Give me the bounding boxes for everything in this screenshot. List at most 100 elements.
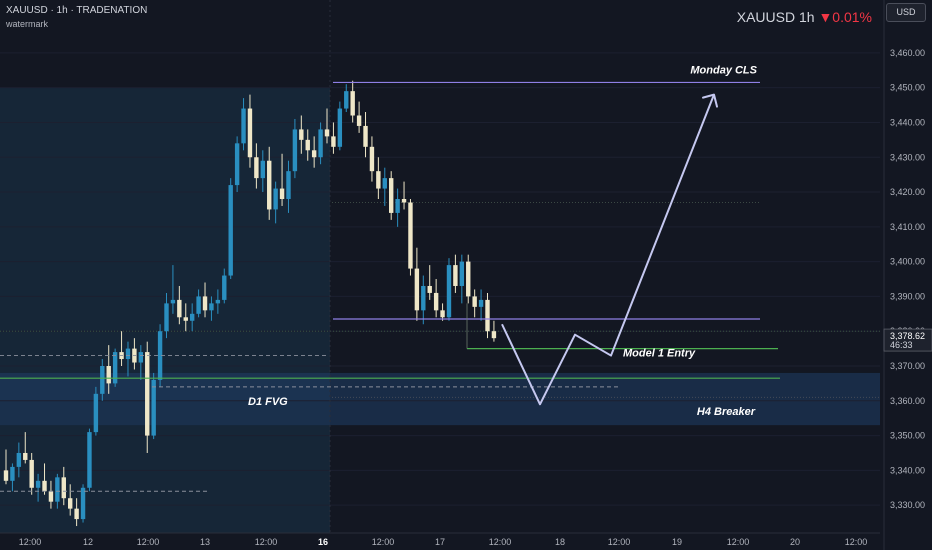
price-tick-label: 3,460.00 (890, 48, 925, 58)
candle-body (247, 108, 253, 158)
symbol-title: XAUUSD · 1h · TRADENATION (6, 5, 148, 16)
candle-body (151, 379, 156, 436)
candle-body (344, 91, 349, 109)
candle-body (215, 299, 221, 304)
candle-body (459, 261, 465, 286)
candle-body (260, 160, 265, 179)
candle-body (311, 150, 317, 158)
candle-body (395, 199, 400, 213)
candle-body (324, 129, 330, 137)
time-tick-label: 12:00 (137, 537, 160, 547)
candle-body (356, 115, 362, 126)
candle-body (61, 477, 66, 499)
candle-body (35, 480, 41, 488)
price-tick-label: 3,410.00 (890, 222, 925, 232)
price-tick-label: 3,440.00 (890, 117, 925, 127)
price-tick-label: 3,430.00 (890, 152, 925, 162)
price-change: ▼0.01% (818, 9, 872, 25)
candle-body (177, 299, 182, 318)
monday-cls-label: Monday CLS (690, 64, 757, 76)
candle-body (100, 366, 105, 394)
candle-body (23, 452, 28, 460)
candle-body (254, 157, 259, 179)
candle-body (279, 188, 285, 199)
price-tick-label: 3,450.00 (890, 83, 925, 93)
time-tick-label: 18 (555, 537, 565, 547)
candle-body (93, 393, 99, 433)
candle-body (3, 470, 9, 481)
candle-body (408, 202, 413, 269)
candle-body (472, 296, 477, 307)
current-price: 3,378.62 (890, 331, 925, 341)
candle-body (48, 491, 54, 502)
price-axis-panel (884, 0, 932, 550)
candle-body (29, 459, 34, 488)
candle-body (10, 466, 15, 481)
price-tick-label: 3,400.00 (890, 257, 925, 267)
d1-fvg-label: D1 FVG (248, 396, 288, 408)
candle-body (440, 310, 445, 318)
candle-body (401, 199, 407, 203)
candle-body (331, 136, 336, 147)
candle-body (318, 129, 323, 158)
ticker-name: XAUUSD 1h (736, 9, 815, 25)
bar-countdown: 46:33 (890, 340, 913, 350)
time-tick-label: 13 (200, 537, 210, 547)
time-tick-label: 12:00 (608, 537, 631, 547)
candle-body (234, 143, 240, 186)
candle-body (125, 348, 131, 360)
candle-body (491, 331, 497, 339)
candle-body (433, 292, 439, 311)
time-tick-label: 20 (790, 537, 800, 547)
time-tick-label: 12 (83, 537, 93, 547)
candle-body (55, 477, 60, 502)
watermark-label: watermark (6, 19, 49, 29)
price-tick-label: 3,330.00 (890, 500, 925, 510)
projection-path (501, 94, 715, 406)
candle-body (273, 188, 278, 210)
price-tick-label: 3,340.00 (890, 465, 925, 475)
candle-body (16, 452, 22, 467)
price-tick-label: 3,350.00 (890, 431, 925, 441)
candle-body (222, 275, 227, 300)
candle-body (305, 139, 310, 151)
candle-body (446, 265, 452, 318)
candle-body (369, 146, 375, 172)
candle-body (106, 366, 111, 384)
candle-body (74, 508, 79, 520)
candle-body (42, 480, 47, 492)
candle-body (241, 108, 246, 144)
candle-body (87, 432, 92, 488)
current-price-tag (883, 328, 932, 352)
candle-body (485, 299, 490, 332)
time-tick-label: 12:00 (372, 537, 395, 547)
currency-button[interactable]: USD (886, 3, 926, 22)
candle-body (164, 303, 169, 332)
candle-body (363, 125, 368, 147)
projection-arrow-head (702, 93, 718, 108)
candle-body (145, 352, 150, 436)
price-tick-label: 3,390.00 (890, 291, 925, 301)
candle-body (478, 299, 484, 307)
candle-body (183, 317, 188, 321)
candle-body (196, 296, 201, 314)
candle-body (228, 185, 233, 276)
candle-body (112, 352, 118, 384)
candle-body (453, 265, 458, 286)
candle-body (389, 178, 394, 213)
time-tick-label: 12:00 (255, 537, 278, 547)
price-tick-label: 3,370.00 (890, 361, 925, 371)
candle-body (286, 171, 291, 199)
candle-body (376, 171, 381, 189)
candle-body (382, 178, 387, 189)
price-tick-label: 3,360.00 (890, 396, 925, 406)
candle-body (337, 108, 343, 147)
h4-breaker-label: H4 Breaker (697, 406, 756, 418)
candle-body (427, 285, 432, 293)
candle-body (170, 299, 176, 304)
candle-body (414, 268, 420, 311)
model-entry-label: Model 1 Entry (623, 348, 696, 360)
time-tick-label: 19 (672, 537, 682, 547)
